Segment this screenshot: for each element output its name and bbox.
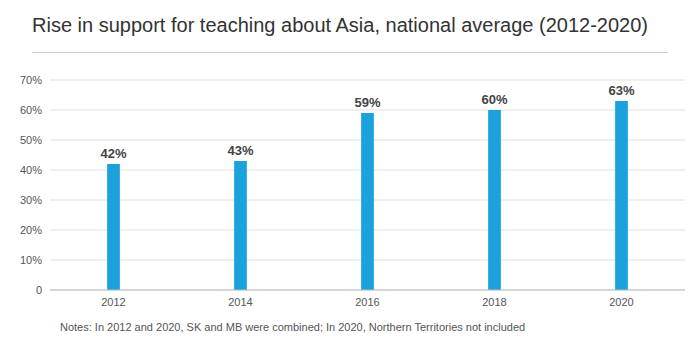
svg-text:60%: 60% — [20, 104, 42, 116]
svg-text:2020: 2020 — [609, 296, 633, 308]
svg-text:20%: 20% — [20, 224, 42, 236]
svg-text:2014: 2014 — [228, 296, 252, 308]
svg-text:63%: 63% — [608, 83, 634, 98]
svg-text:2018: 2018 — [482, 296, 506, 308]
svg-text:70%: 70% — [20, 74, 42, 86]
svg-text:2016: 2016 — [355, 296, 379, 308]
svg-text:10%: 10% — [20, 254, 42, 266]
svg-text:2012: 2012 — [101, 296, 125, 308]
svg-text:42%: 42% — [100, 146, 126, 161]
html-text:Notes: In 2012 and 2020, SK an: Notes: In 2012 and 2020, SK and MB were … — [60, 321, 526, 333]
svg-text:40%: 40% — [20, 164, 42, 176]
html-text:Rise in support for teaching a: Rise in support for teaching about Asia,… — [32, 14, 648, 36]
svg-text:59%: 59% — [354, 95, 380, 110]
svg-text:60%: 60% — [481, 92, 507, 107]
svg-text:0: 0 — [36, 284, 42, 296]
svg-text:50%: 50% — [20, 134, 42, 146]
svg-text:43%: 43% — [227, 143, 253, 158]
svg-text:30%: 30% — [20, 194, 42, 206]
